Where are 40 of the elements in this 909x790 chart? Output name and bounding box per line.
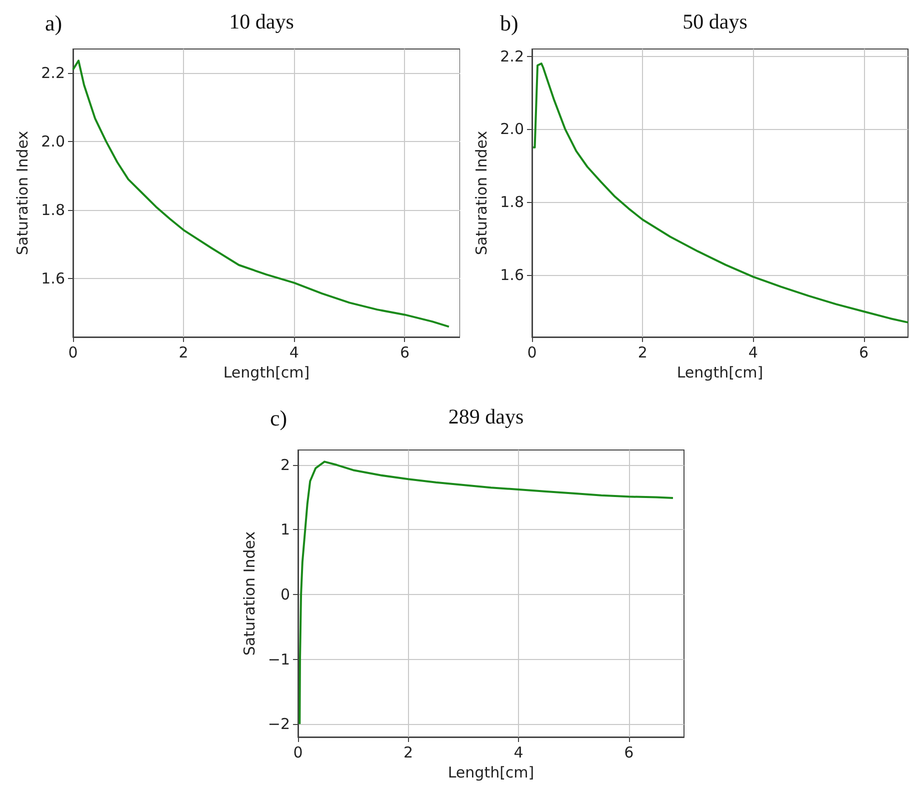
y-tick-label: 2.0 bbox=[500, 120, 524, 138]
x-tick-label: 0 bbox=[527, 344, 537, 362]
y-axis-title: Saturation Index bbox=[472, 130, 491, 256]
line-series bbox=[298, 460, 674, 726]
y-tick-label: 2.2 bbox=[41, 64, 65, 82]
y-tick-label: 2.2 bbox=[500, 47, 524, 66]
x-tick-label: 6 bbox=[400, 344, 410, 362]
y-tick-label: 1.8 bbox=[41, 201, 65, 220]
x-tick-label: 0 bbox=[293, 744, 303, 762]
x-tick-label: 2 bbox=[404, 744, 414, 762]
x-axis-title: Length[cm] bbox=[448, 764, 534, 782]
y-tick-label: 1.8 bbox=[500, 193, 524, 212]
y-tick-label: 0 bbox=[280, 585, 290, 604]
x-tick-label: 0 bbox=[68, 344, 78, 362]
text: c) bbox=[270, 406, 288, 430]
y-tick-label: 1 bbox=[280, 520, 290, 539]
x-tick-label: 2 bbox=[638, 344, 648, 362]
text: a) bbox=[45, 10, 62, 36]
chart-title: 289 days bbox=[448, 404, 524, 428]
y-tick-label: −1 bbox=[268, 650, 290, 668]
x-axis-title: Length[cm] bbox=[676, 364, 764, 382]
x-tick-label: 6 bbox=[624, 744, 634, 762]
line-series bbox=[532, 62, 909, 324]
y-tick-label: 1.6 bbox=[500, 266, 524, 284]
x-tick-label: 4 bbox=[748, 344, 758, 362]
y-axis-title: Saturation Index bbox=[14, 130, 32, 256]
line-series bbox=[72, 60, 450, 328]
x-tick-label: 6 bbox=[858, 344, 869, 362]
x-tick-label: 2 bbox=[178, 344, 188, 362]
x-axis-title: Length[cm] bbox=[223, 364, 310, 382]
y-tick-label: −2 bbox=[268, 715, 290, 734]
y-tick-label: 2 bbox=[280, 456, 290, 474]
chart-title: 50 days bbox=[682, 10, 748, 34]
y-tick-label: 2.0 bbox=[41, 132, 65, 151]
y-tick-label: 1.6 bbox=[41, 270, 65, 288]
chart-title: 10 days bbox=[229, 10, 294, 34]
text: b) bbox=[500, 10, 518, 36]
x-tick-label: 4 bbox=[514, 744, 524, 762]
y-axis-title: Saturation Index bbox=[240, 531, 258, 656]
x-tick-label: 4 bbox=[289, 344, 299, 362]
